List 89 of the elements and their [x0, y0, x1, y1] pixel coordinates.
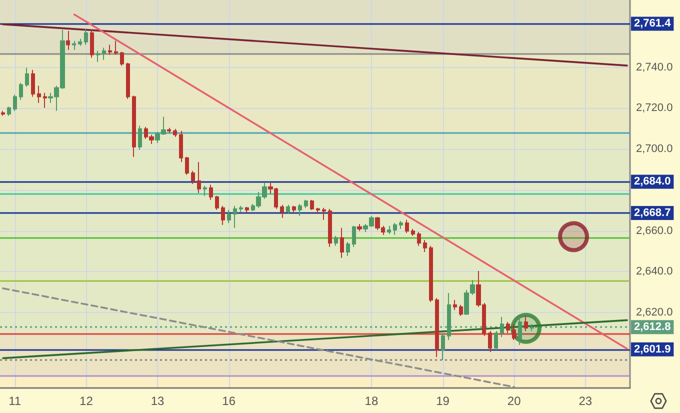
candlestick [102, 47, 106, 60]
candlestick [310, 199, 314, 210]
candlestick [114, 40, 118, 56]
candlestick [173, 128, 177, 138]
candlestick [43, 92, 47, 108]
x-tick-label: 18 [364, 394, 378, 408]
candlestick [387, 225, 391, 235]
candlestick [352, 225, 356, 248]
candlestick [399, 220, 403, 230]
candlestick [132, 95, 136, 158]
candlestick [334, 235, 338, 246]
ref-line-label: 2,612.8 [634, 321, 671, 334]
candlestick [292, 205, 296, 212]
x-tick-label: 23 [578, 394, 592, 408]
candlestick [518, 316, 522, 346]
candlestick [530, 324, 534, 332]
y-tick-label: 2,660.0 [636, 224, 673, 237]
candlestick [441, 332, 445, 361]
candlestick [340, 227, 344, 258]
candlestick [1, 110, 5, 116]
candlestick [322, 207, 326, 220]
candlestick [304, 199, 308, 208]
candlestick [191, 170, 195, 184]
candlestick [90, 29, 94, 58]
candlestick [126, 62, 130, 100]
y-tick-label: 2,620.0 [636, 306, 673, 318]
x-tick-label: 20 [507, 394, 522, 408]
candlestick [167, 127, 171, 134]
candlestick [417, 231, 421, 246]
candlestick [66, 30, 70, 50]
candlestick [494, 330, 498, 351]
candlestick [346, 241, 350, 256]
candlestick [96, 50, 100, 62]
candlestick [203, 185, 207, 196]
candlestick [233, 205, 237, 228]
x-tick-label: 12 [80, 394, 94, 408]
y-tick-label: 2,700.0 [636, 143, 673, 156]
ref-line-label: 2,601.9 [634, 343, 671, 356]
y-tick-label: 2,640.0 [636, 266, 673, 278]
candlestick [488, 330, 492, 353]
candlestick [298, 204, 302, 216]
candlestick [357, 224, 362, 232]
candlestick [13, 94, 17, 112]
candlestick [328, 208, 332, 248]
candlestick [84, 28, 88, 46]
candlestick [393, 222, 397, 236]
candlestick [239, 205, 243, 212]
candlestick [524, 315, 528, 332]
candlestick [227, 209, 231, 224]
candlestick [215, 195, 219, 210]
candlestick [25, 67, 29, 88]
candlestick [411, 228, 415, 236]
candlestick [245, 206, 249, 214]
candlestick [405, 219, 409, 234]
candlestick [506, 322, 510, 334]
candlestick [221, 205, 225, 226]
x-tick-label: 11 [8, 394, 22, 408]
candlestick [280, 204, 284, 218]
candlestick [423, 239, 427, 252]
candlestick [512, 324, 516, 341]
ref-line-label: 2,668.7 [634, 206, 671, 219]
candlestick [108, 44, 112, 56]
candlestick [7, 106, 11, 116]
candlestick [138, 125, 142, 150]
candlestick [179, 130, 183, 162]
candlestick [37, 85, 41, 104]
x-tick-label: 19 [436, 394, 450, 408]
candlestick [453, 299, 457, 310]
ref-line-label: 2,761.4 [634, 18, 672, 30]
candlestick [197, 161, 201, 194]
x-tick-label: 16 [222, 394, 236, 408]
candlestick [31, 69, 35, 98]
candlestick [459, 304, 463, 316]
candlestick [78, 38, 82, 46]
candlestick [120, 51, 124, 66]
candlestick [286, 204, 290, 215]
candlestick [435, 297, 439, 358]
x-tick-label: 13 [150, 394, 165, 408]
candlestick [185, 156, 189, 176]
candlestick [447, 292, 451, 341]
candlestick [500, 316, 504, 338]
candlestick [72, 40, 76, 50]
candlestick [429, 245, 433, 303]
y-tick-label: 2,740.0 [636, 61, 673, 74]
candlestick [316, 207, 320, 215]
candlestick [209, 184, 213, 200]
y-tick-label: 2,720.0 [636, 102, 673, 114]
ref-line-label: 2,684.0 [634, 176, 671, 188]
candlestick [19, 82, 23, 100]
